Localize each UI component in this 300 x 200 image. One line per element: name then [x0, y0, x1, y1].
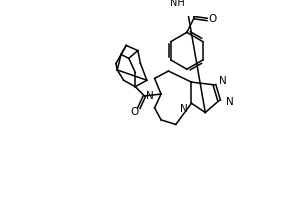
- Text: N: N: [219, 76, 227, 86]
- Text: N: N: [146, 91, 154, 101]
- Text: N: N: [226, 97, 234, 107]
- Text: NH: NH: [170, 0, 185, 8]
- Text: O: O: [208, 14, 217, 24]
- Text: N: N: [180, 104, 188, 114]
- Text: O: O: [130, 107, 139, 117]
